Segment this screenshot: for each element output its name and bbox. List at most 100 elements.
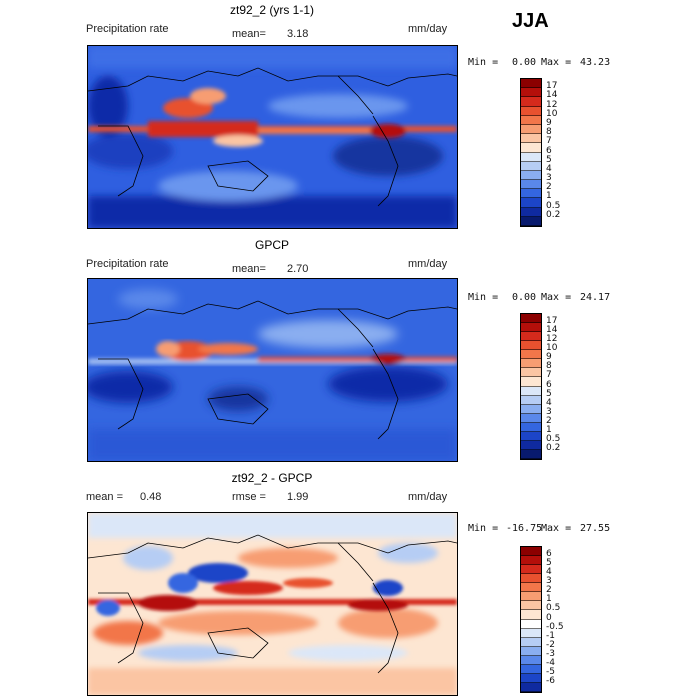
colorbar-tick-label: 4 — [546, 567, 552, 578]
panel1-min-value: 0.00 — [512, 57, 537, 68]
panel3-mean-value: 0.48 — [140, 491, 162, 503]
colorbar-swatch — [521, 655, 541, 665]
colorbar-swatch — [521, 395, 541, 405]
colorbar-tick-label: 6 — [546, 549, 552, 560]
panel2-max-label: Max = — [541, 292, 572, 303]
colorbar-swatch — [521, 207, 541, 217]
panel2-title: GPCP — [254, 238, 289, 252]
panel3-max-value: 27.55 — [580, 523, 611, 534]
panel1-colorbar — [520, 78, 542, 227]
colorbar-tick-label: 1 — [546, 191, 552, 202]
colorbar-swatch — [521, 350, 541, 360]
colorbar-swatch — [521, 97, 541, 107]
colorbar-swatch — [521, 574, 541, 584]
colorbar-tick-label: 2 — [546, 585, 552, 596]
colorbar-swatch — [521, 161, 541, 171]
colorbar-swatch — [521, 198, 541, 208]
colorbar-swatch — [521, 314, 541, 324]
panel3-rmse-value: 1.99 — [287, 491, 309, 503]
colorbar-tick-label: 14 — [546, 90, 558, 101]
colorbar-swatch — [521, 628, 541, 638]
colorbar-tick-label: 3 — [546, 173, 552, 184]
colorbar-tick-label: 12 — [546, 334, 558, 345]
colorbar-swatch — [521, 359, 541, 369]
colorbar-tick-label: 7 — [546, 136, 552, 147]
panel1-max-label: Max = — [541, 57, 572, 68]
panel3-min-value: -16.75 — [506, 523, 543, 534]
panel3-mean-label: mean = — [86, 491, 123, 503]
colorbar-swatch — [521, 619, 541, 629]
colorbar-tick-label: 5 — [546, 154, 552, 165]
colorbar-tick-label: 8 — [546, 361, 552, 372]
colorbar-tick-label: -6 — [546, 675, 555, 686]
panel3-min-label: Min = — [468, 523, 499, 534]
colorbar-swatch — [521, 673, 541, 683]
panel2-colorbar — [520, 313, 542, 460]
colorbar-swatch — [521, 440, 541, 450]
colorbar-swatch — [521, 583, 541, 593]
colorbar-tick-label: 0.5 — [546, 433, 561, 444]
colorbar-swatch — [521, 216, 541, 226]
colorbar-swatch — [521, 449, 541, 459]
colorbar-tick-label: 17 — [546, 81, 558, 92]
panel2-min-value: 0.00 — [512, 292, 537, 303]
colorbar-swatch — [521, 152, 541, 162]
panel1-variable-label: Precipitation rate — [86, 23, 169, 35]
colorbar-swatch — [521, 170, 541, 181]
panel1-mean-value: 3.18 — [287, 28, 309, 40]
panel2-precipitation-map — [87, 278, 458, 462]
panel1-max-value: 43.23 — [580, 57, 611, 68]
colorbar-tick-label: 0 — [546, 612, 552, 623]
colorbar-swatch — [521, 637, 541, 647]
panel3-units: mm/day — [408, 491, 448, 503]
colorbar-tick-label: 0.5 — [546, 603, 561, 614]
colorbar-tick-label: 2 — [546, 415, 552, 426]
colorbar-swatch — [521, 556, 541, 566]
colorbar-swatch — [521, 143, 541, 153]
colorbar-swatch — [521, 341, 541, 351]
colorbar-swatch — [521, 79, 541, 89]
colorbar-tick-label: 0.2 — [546, 442, 561, 453]
colorbar-swatch — [521, 88, 541, 98]
colorbar-swatch — [521, 682, 541, 692]
colorbar-swatch — [521, 189, 541, 199]
panel2-max-value: 24.17 — [580, 292, 611, 303]
panel2-variable-label: Precipitation rate — [86, 258, 169, 270]
colorbar-tick-label: 8 — [546, 127, 552, 138]
colorbar-tick-label: 4 — [546, 397, 552, 408]
colorbar-tick-label: 6 — [546, 145, 552, 156]
colorbar-swatch — [521, 115, 541, 125]
panel3-max-label: Max = — [541, 523, 572, 534]
colorbar-tick-label: -4 — [546, 657, 555, 668]
colorbar-tick-label: 1 — [546, 594, 552, 605]
colorbar-swatch — [521, 646, 541, 656]
colorbar-tick-label: 4 — [546, 163, 552, 174]
colorbar-swatch — [521, 124, 541, 135]
colorbar-swatch — [521, 368, 541, 378]
colorbar-tick-label: 14 — [546, 325, 558, 336]
colorbar-tick-label: -2 — [546, 639, 555, 650]
colorbar-tick-label: 2 — [546, 182, 552, 193]
colorbar-swatch — [521, 664, 541, 674]
colorbar-swatch — [521, 404, 541, 414]
colorbar-swatch — [521, 106, 541, 116]
panel3-colorbar — [520, 546, 542, 693]
colorbar-swatch — [521, 565, 541, 575]
colorbar-tick-label: -3 — [546, 648, 555, 659]
colorbar-tick-label: 5 — [546, 388, 552, 399]
colorbar-swatch — [521, 413, 541, 423]
colorbar-tick-label: -1 — [546, 630, 555, 641]
colorbar-swatch — [521, 386, 541, 396]
season-label: JJA — [512, 10, 549, 32]
colorbar-swatch — [521, 610, 541, 620]
panel2-units: mm/day — [408, 258, 448, 270]
colorbar-tick-label: 9 — [546, 352, 552, 363]
colorbar-swatch — [521, 547, 541, 557]
colorbar-tick-label: 12 — [546, 99, 558, 110]
panel1-mean-label: mean= — [232, 28, 266, 40]
panel2-mean-value: 2.70 — [287, 263, 309, 275]
colorbar-tick-label: 1 — [546, 424, 552, 435]
colorbar-swatch — [521, 592, 541, 602]
colorbar-swatch — [521, 180, 541, 190]
panel3-rmse-label: rmse = — [232, 491, 266, 503]
